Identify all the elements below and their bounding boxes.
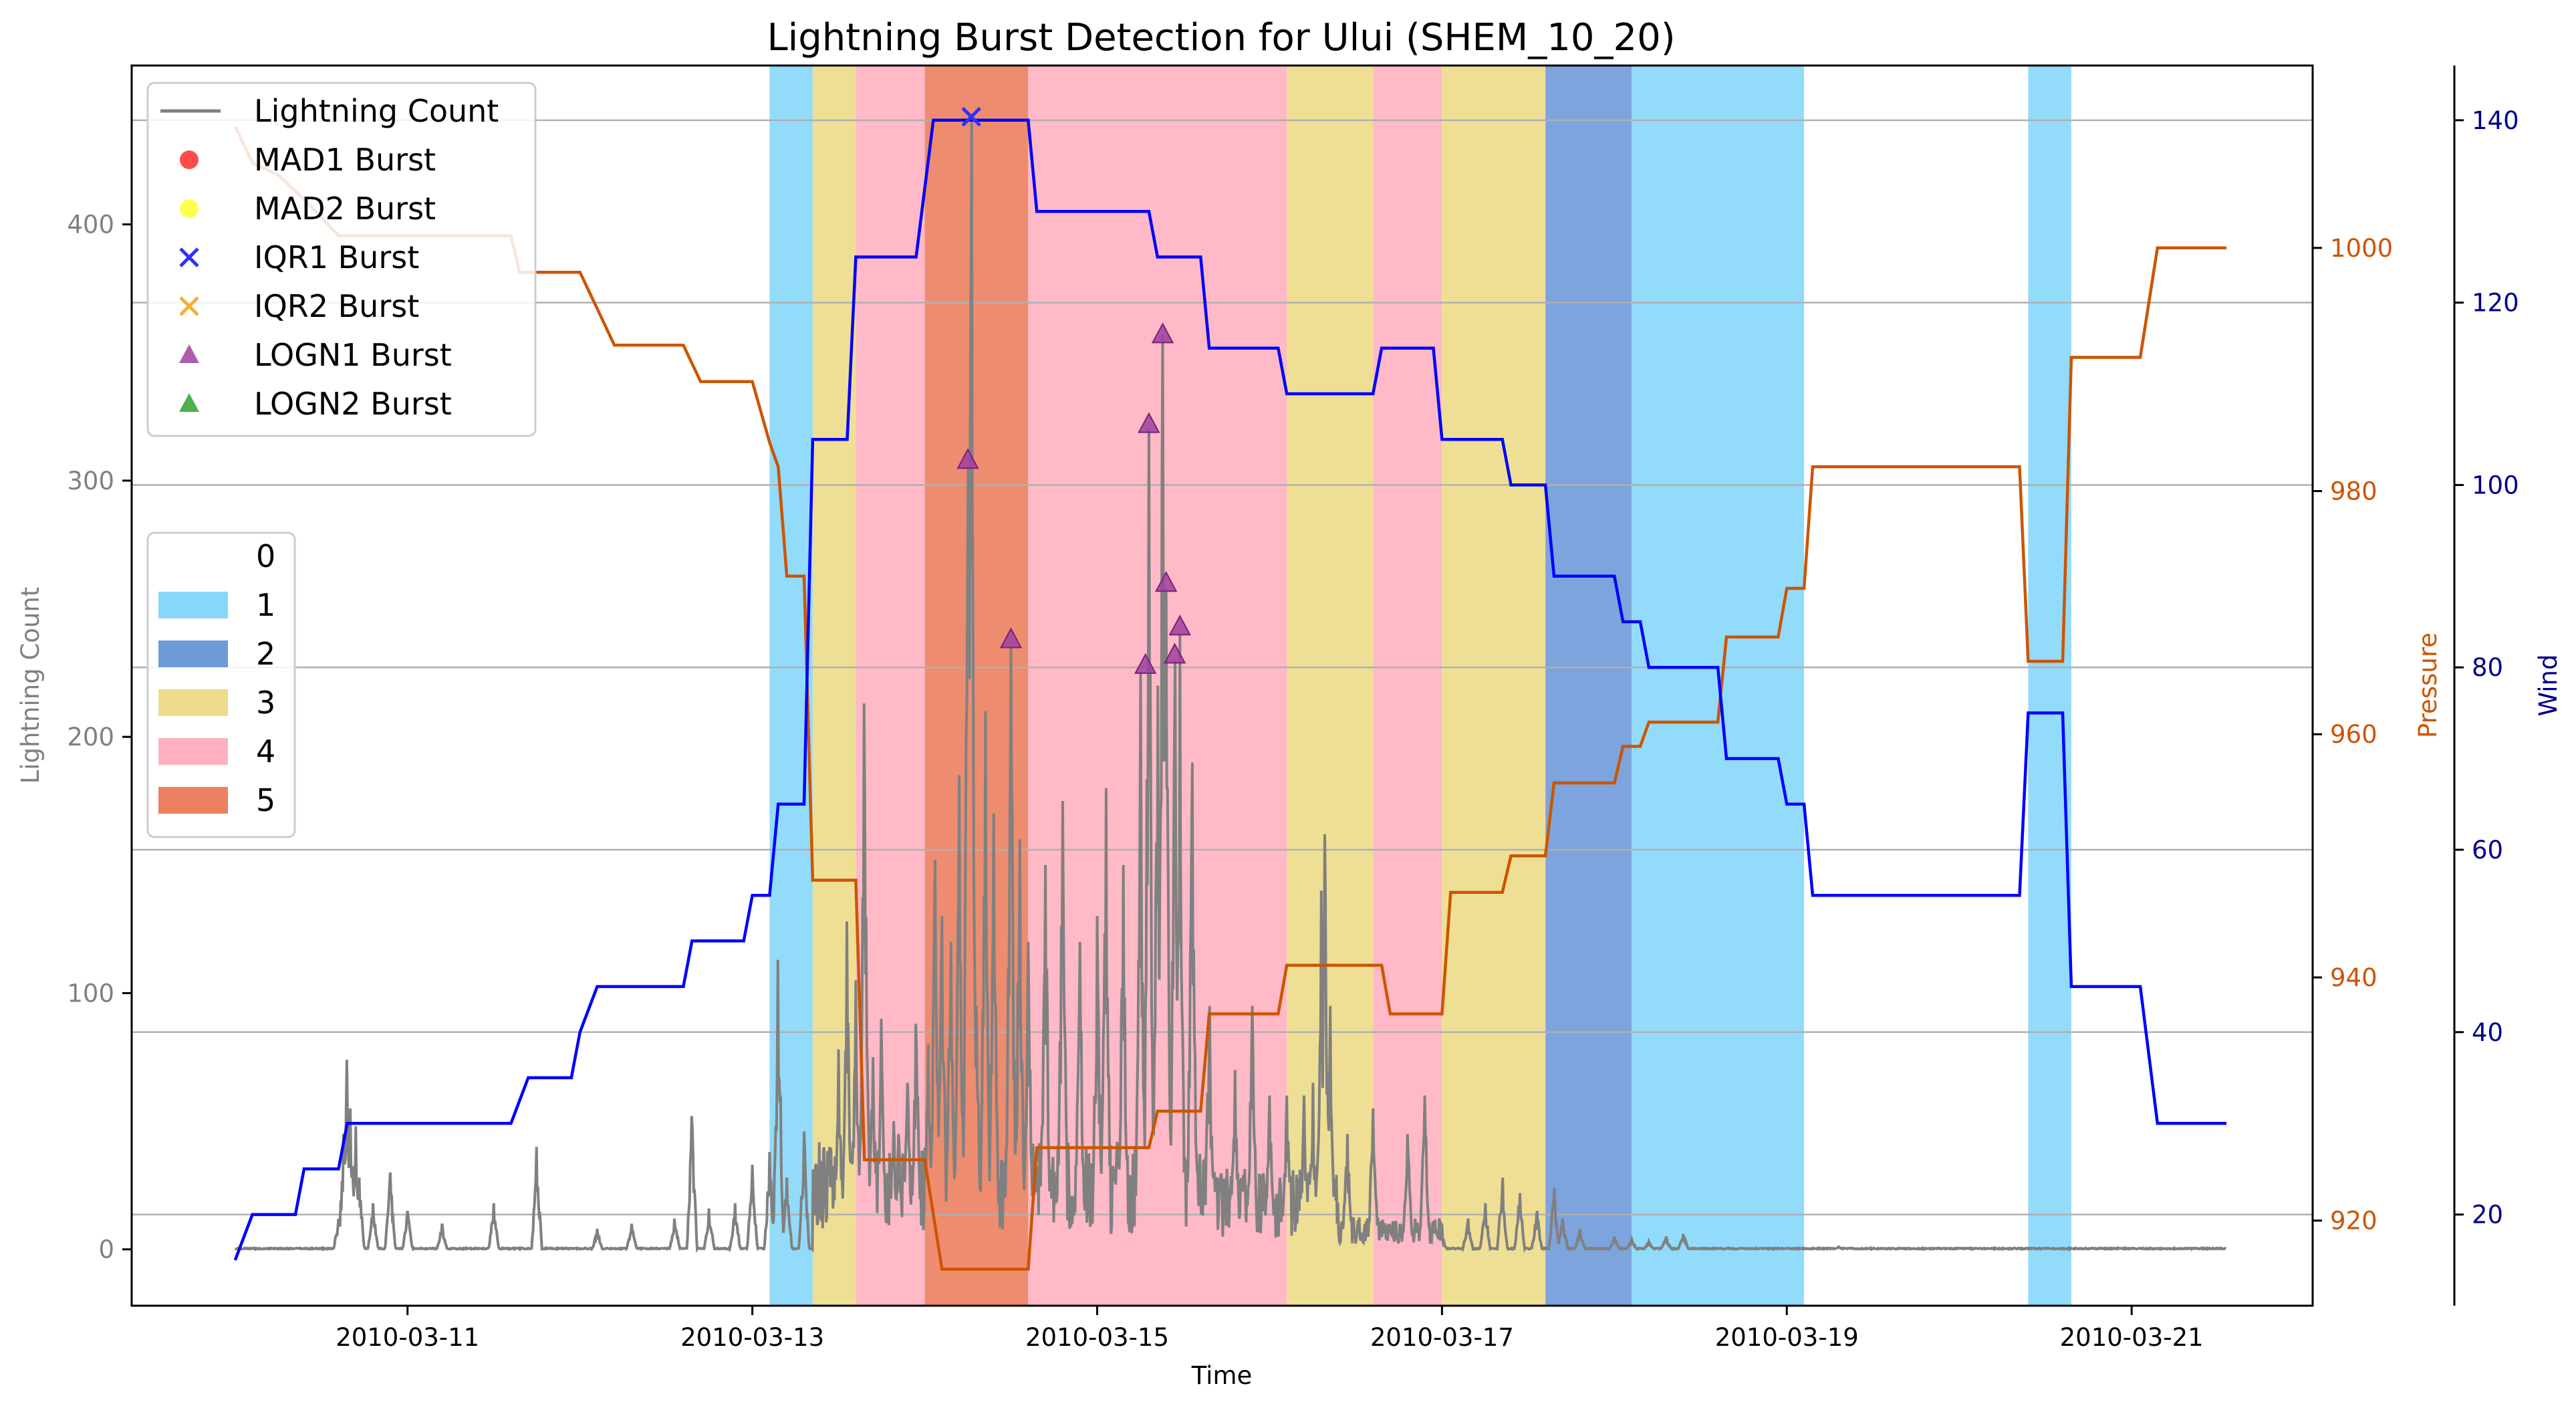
burst-marker-logn1-5	[1138, 412, 1160, 433]
pressure-axis: 920 940 960 980 1000	[2313, 234, 2393, 1236]
pressure-tick-label-940: 940	[2330, 963, 2377, 992]
category-swatch-2	[158, 640, 228, 667]
burst-legend: Lightning Count MAD1 Burst MAD2 Burst IQR1 …	[146, 82, 537, 437]
category-swatch-0	[158, 543, 228, 570]
x-axis-label: Time	[1191, 1361, 1253, 1390]
wind-series-line	[233, 118, 2226, 1261]
category-swatch-5	[158, 787, 228, 814]
pressure-tick-label-920: 920	[2330, 1207, 2377, 1236]
category-swatch-3	[158, 689, 228, 716]
wind-tick-label-100: 100	[2472, 471, 2519, 499]
wind-axis-label: Wind	[2534, 655, 2563, 717]
burst-marker-logn1-3	[999, 627, 1023, 649]
x-tick-label-2010-03-21: 2010-03-21	[2060, 1323, 2204, 1352]
wind-tick-label-40: 40	[2472, 1018, 2503, 1047]
legend-label-iqr2-burst: IQR2 Burst	[254, 288, 419, 324]
category-label-4: 4	[256, 733, 275, 770]
wind-tick-label-20: 20	[2472, 1201, 2503, 1229]
burst-marker-iqr1-1	[961, 106, 981, 127]
legend-swatch-stroke-b	[179, 247, 199, 267]
legend-swatch-mad1-burst	[180, 150, 199, 169]
category-label-3: 3	[256, 685, 275, 721]
legend-swatch-mad2-burst	[180, 199, 199, 218]
x-tick-label-2010-03-15: 2010-03-15	[1025, 1323, 1169, 1352]
category-label-0: 0	[256, 538, 275, 574]
pressure-axis-label: Pressure	[2414, 632, 2442, 738]
x-tick-label-2010-03-19: 2010-03-19	[1715, 1323, 1859, 1352]
legend-label-mad2-burst: MAD2 Burst	[254, 191, 436, 227]
burst-marker-logn1-8	[1163, 642, 1186, 664]
legend-swatch-logn2-burst	[179, 393, 199, 412]
plot-frame	[130, 64, 2314, 1307]
legend-swatch-iqr1-burst	[179, 247, 199, 267]
wind-tick-label-140: 140	[2472, 106, 2519, 135]
pressure-tick-label-1000: 1000	[2330, 234, 2393, 263]
pressure-tick-label-960: 960	[2330, 720, 2377, 749]
lightning-count-axis: 0 100 200 300 400	[67, 211, 132, 1264]
burst-marker-logn1-6	[1151, 322, 1174, 344]
left-tick-label-400: 400	[67, 211, 114, 239]
legend-swatch-stroke-b	[179, 296, 199, 316]
intensity-band-11	[2028, 66, 2071, 1306]
chart-title: Lightning Burst Detection for Ului (SHEM…	[767, 16, 1675, 60]
category-label-1: 1	[256, 587, 275, 623]
wind-tick-label-80: 80	[2472, 653, 2503, 682]
burst-legend-frame	[146, 82, 537, 437]
x-tick-label-2010-03-11: 2010-03-11	[336, 1323, 479, 1352]
intensity-band-9	[1545, 66, 1632, 1306]
wind-axis: 20 40 60 80 100 120 140	[2453, 66, 2519, 1306]
x-tick-label-2010-03-13: 2010-03-13	[680, 1323, 824, 1352]
burst-marker-logn1-7	[1154, 571, 1178, 592]
legend-label-logn2-burst: LOGN2 Burst	[254, 386, 452, 422]
intensity-band-7	[1373, 66, 1442, 1306]
burst-marker-logn1-9	[1168, 614, 1191, 636]
intensity-band-10	[1632, 66, 1805, 1306]
legend-swatch-iqr2-burst	[179, 296, 199, 316]
category-swatch-1	[158, 592, 228, 618]
plot-area	[130, 64, 2314, 1307]
intensity-band-4	[924, 66, 1029, 1306]
lightning-count-series	[234, 116, 2226, 1253]
burst-markers	[956, 106, 1191, 674]
x-axis: 2010-03-11 2010-03-13 2010-03-15 2010-03-17…	[336, 1306, 2204, 1352]
left-tick-label-300: 300	[67, 467, 114, 495]
intensity-category-legend: 0 1 2 3 4 5	[146, 532, 296, 838]
category-swatch-4	[158, 738, 228, 765]
legend-label-mad1-burst: MAD1 Burst	[254, 142, 436, 178]
pressure-series-line	[233, 125, 2226, 1271]
burst-marker-logn1-4	[1134, 653, 1157, 674]
legend-label-logn1-burst: LOGN1 Burst	[254, 337, 452, 373]
category-label-2: 2	[256, 636, 275, 672]
wind-tick-label-60: 60	[2472, 836, 2503, 864]
left-tick-label-0: 0	[98, 1236, 114, 1264]
lightning-count-axis-label: Lightning Count	[16, 587, 45, 784]
pressure-tick-label-980: 980	[2330, 477, 2377, 506]
x-tick-label-2010-03-17: 2010-03-17	[1370, 1323, 1514, 1352]
burst-marker-logn1-2	[956, 448, 979, 469]
wind-tick-label-120: 120	[2472, 289, 2519, 318]
lightning-count-line	[234, 116, 2226, 1253]
category-label-5: 5	[256, 782, 275, 818]
legend-label-lightning-count: Lightning Count	[254, 93, 499, 129]
intensity-band-8	[1442, 66, 1546, 1306]
left-tick-label-100: 100	[67, 979, 114, 1008]
legend-swatch-logn1-burst	[179, 344, 199, 363]
burst-marker-stroke-b	[961, 106, 981, 127]
left-tick-label-200: 200	[67, 723, 114, 751]
legend-label-iqr1-burst: IQR1 Burst	[254, 239, 419, 275]
